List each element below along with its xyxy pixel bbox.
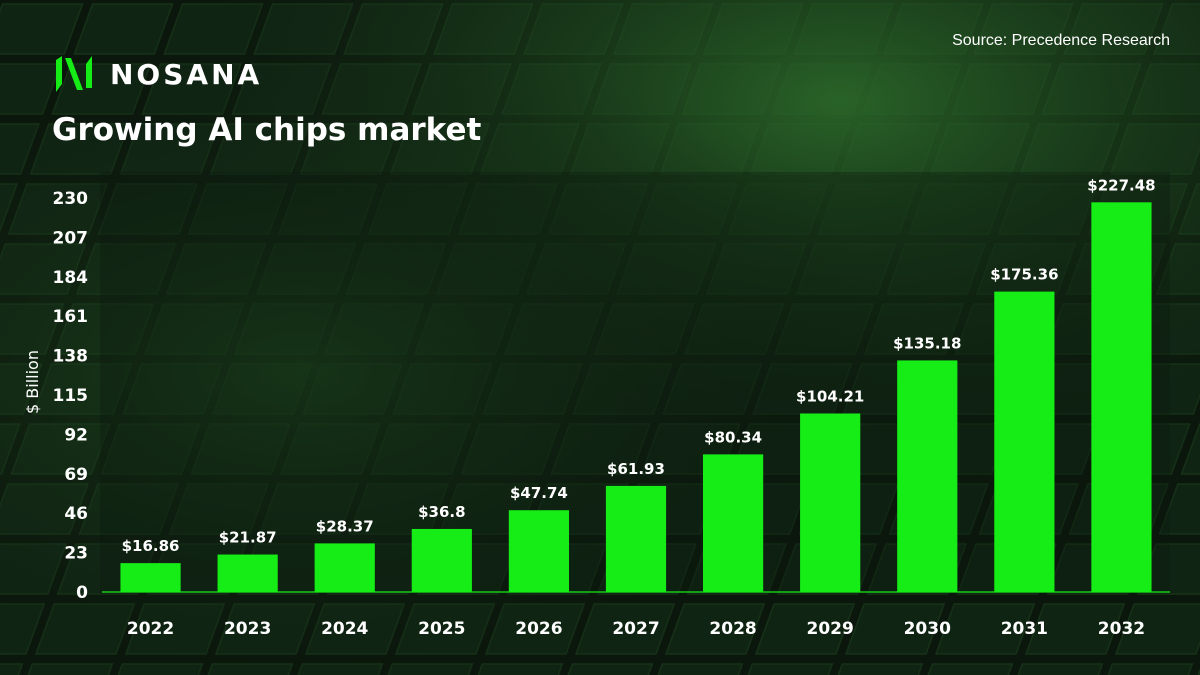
y-tick-label: 184 [53,268,89,288]
x-tick-label: 2022 [127,619,174,639]
bar-2023 [217,554,278,592]
value-label: $28.37 [316,517,374,535]
y-tick-label: 92 [64,425,88,445]
value-label: $104.21 [796,387,864,405]
y-tick-label: 230 [53,189,89,209]
y-tick-label: 69 [64,465,88,485]
bar-2026 [508,510,570,592]
y-tick-label: 138 [53,347,89,367]
y-axis-label: $ Billion [23,350,42,414]
bar-2029 [800,413,861,592]
y-tick-label: 23 [64,544,88,564]
source-note: Source: Precedence Research [952,32,1170,49]
bar-2022 [120,563,181,592]
y-tick-label: 0 [76,583,88,603]
bar-2025 [411,528,472,592]
y-tick-label: 161 [53,307,89,327]
bar-2024 [314,543,375,592]
value-label: $61.93 [607,460,665,478]
value-label: $80.34 [704,428,762,446]
x-tick-label: 2030 [904,619,951,639]
x-tick-label: 2024 [321,619,368,639]
value-label: $227.48 [1087,176,1155,194]
x-tick-label: 2027 [612,619,659,639]
x-tick-label: 2026 [515,619,562,639]
x-tick-label: 2023 [224,619,271,639]
chart-title: Growing AI chips market [52,112,482,148]
bar-2031 [994,291,1055,592]
value-label: $36.8 [418,503,465,521]
bar-2030 [897,360,958,592]
value-label: $135.18 [893,334,961,352]
bar-2032 [1091,202,1152,592]
value-label: $21.87 [219,529,277,547]
x-tick-label: 2032 [1098,619,1145,639]
nosana-logo-icon [56,56,92,92]
brand: NOSANA [52,52,262,96]
value-label: $16.86 [122,537,180,555]
bar-2027 [605,485,667,592]
x-tick-label: 2028 [709,619,756,639]
x-tick-label: 2031 [1001,619,1048,639]
x-tick-label: 2029 [807,619,854,639]
x-tick-label: 2025 [418,619,465,639]
bar-2028 [702,454,764,592]
brand-name: NOSANA [110,57,263,91]
value-label: $175.36 [990,266,1058,284]
value-label: $47.74 [510,484,568,502]
y-tick-label: 207 [53,228,89,248]
y-tick-label: 115 [53,386,89,406]
y-tick-label: 46 [64,504,88,524]
